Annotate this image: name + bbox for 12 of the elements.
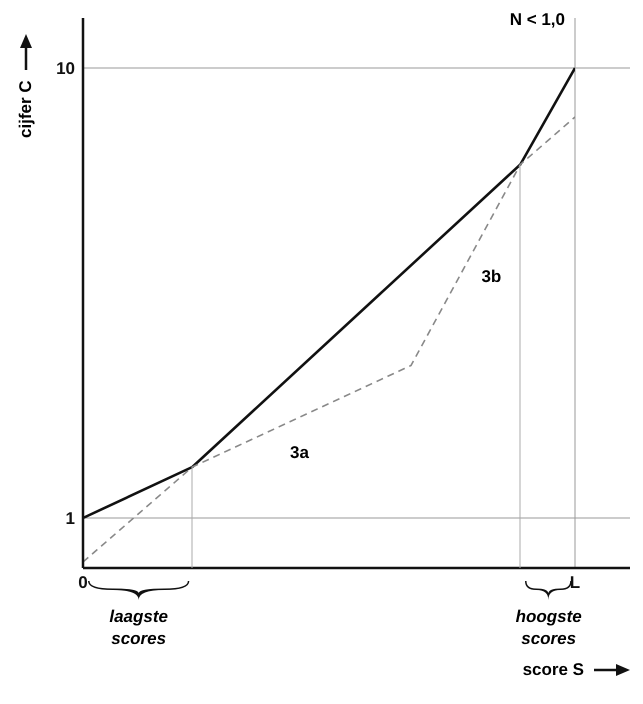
x-tick-label: L [570, 573, 580, 592]
line-series [83, 116, 575, 563]
text: hoogste scores [514, 606, 583, 650]
x-axis-title: score S [522, 660, 584, 680]
x-tick-label: 0 [78, 573, 88, 592]
text: laagste scores [108, 606, 169, 650]
annotation: N < 1,0 [510, 10, 565, 30]
y-axis-title: cijfer C [16, 80, 36, 138]
annotation: 3a [290, 442, 309, 462]
y-tick-label: 1 [66, 509, 75, 528]
annotation: 3b [481, 266, 502, 286]
y-tick-label: 10 [56, 59, 75, 78]
